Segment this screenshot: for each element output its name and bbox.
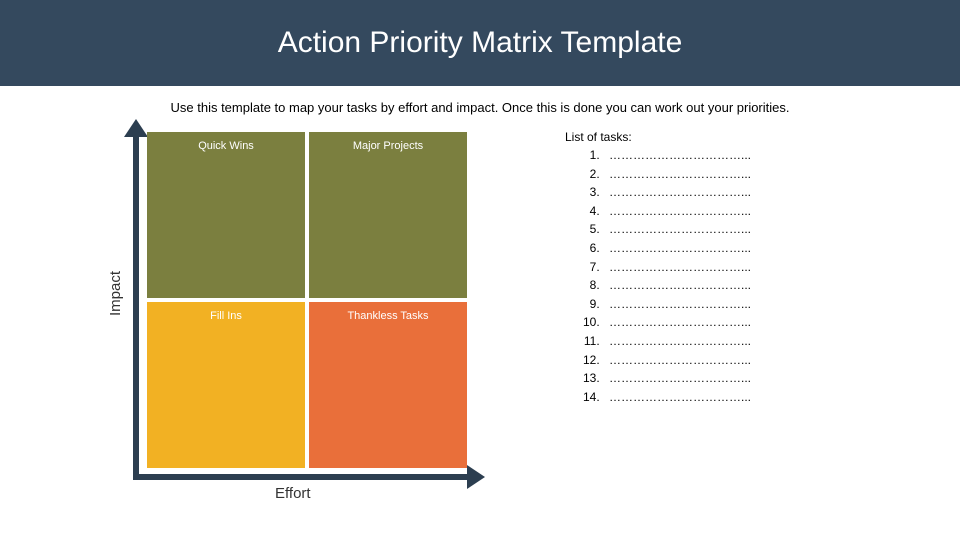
quadrant-thankless-tasks: Thankless Tasks bbox=[309, 302, 467, 468]
task-list-item: ……………………………... bbox=[603, 258, 751, 277]
task-list-panel: List of tasks: ……………………………...……………………………… bbox=[565, 125, 751, 505]
task-list-item: ……………………………... bbox=[603, 146, 751, 165]
x-axis-label: Effort bbox=[275, 485, 311, 502]
task-list-item: ……………………………... bbox=[603, 388, 751, 407]
task-list-item: ……………………………... bbox=[603, 369, 751, 388]
quadrant-quick-wins: Quick Wins bbox=[147, 132, 305, 298]
quadrant-label: Fill Ins bbox=[210, 310, 242, 322]
quadrant-label: Thankless Tasks bbox=[347, 310, 428, 322]
priority-matrix: Impact Effort Quick Wins Major Projects … bbox=[105, 125, 475, 505]
quadrant-fill-ins: Fill Ins bbox=[147, 302, 305, 468]
task-list-item: ……………………………... bbox=[603, 165, 751, 184]
quadrant-major-projects: Major Projects bbox=[309, 132, 467, 298]
task-list-item: ……………………………... bbox=[603, 183, 751, 202]
quadrant-label: Major Projects bbox=[353, 140, 423, 152]
task-list-item: ……………………………... bbox=[603, 202, 751, 221]
task-list-item: ……………………………... bbox=[603, 332, 751, 351]
x-axis-line bbox=[133, 474, 473, 480]
task-list-item: ……………………………... bbox=[603, 276, 751, 295]
header-bar: Action Priority Matrix Template bbox=[0, 0, 960, 86]
quadrant-label: Quick Wins bbox=[198, 140, 254, 152]
y-axis-arrow-icon bbox=[124, 119, 148, 137]
task-list-item: ……………………………... bbox=[603, 239, 751, 258]
matrix-grid: Quick Wins Major Projects Fill Ins Thank… bbox=[147, 132, 467, 468]
x-axis-arrow-icon bbox=[467, 465, 485, 489]
task-list-item: ……………………………... bbox=[603, 220, 751, 239]
y-axis-line bbox=[133, 125, 139, 480]
task-list-item: ……………………………... bbox=[603, 313, 751, 332]
content-area: Impact Effort Quick Wins Major Projects … bbox=[0, 125, 960, 505]
y-axis-label: Impact bbox=[107, 271, 124, 316]
task-list-item: ……………………………... bbox=[603, 295, 751, 314]
task-list-item: ……………………………... bbox=[603, 351, 751, 370]
task-list-title: List of tasks: bbox=[565, 130, 751, 144]
page-title: Action Priority Matrix Template bbox=[278, 26, 683, 60]
task-list: ……………………………...……………………………...…………………………….… bbox=[565, 146, 751, 406]
